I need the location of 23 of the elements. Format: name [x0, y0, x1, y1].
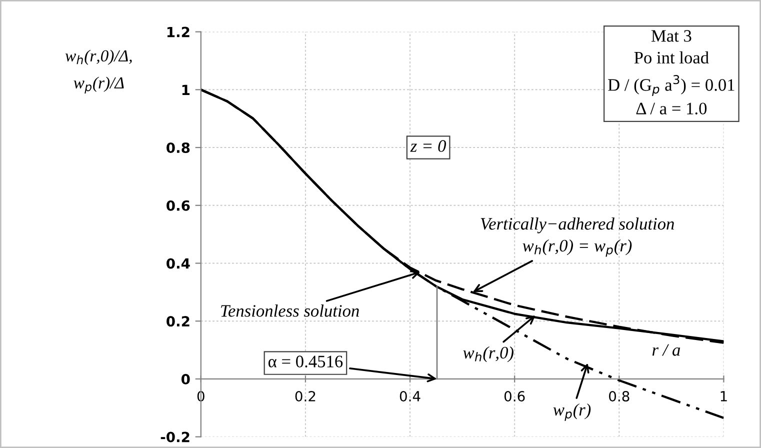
y-tick-label: 0.4 [166, 258, 190, 269]
y-tick-label: 0.6 [166, 200, 190, 211]
y-tick-label: 0.8 [166, 142, 190, 153]
y-tick-label: 0 [181, 374, 190, 384]
x-tick-label: 0.2 [295, 390, 316, 402]
x-tick-label: 0.4 [400, 390, 420, 402]
annotation: Vertically−adhered solution w$_{h}$(r,0) = w$_{p}$(r) [480, 217, 674, 257]
y-axis-title: w$_{h}$(r,0)/Δ, w$_{p}$(r)/Δ [65, 50, 132, 94]
y-tick-label: 1.2 [167, 26, 190, 38]
annotation: α = 0.4516 [268, 356, 343, 368]
y-tick-label: 1 [182, 84, 190, 95]
x-tick-label: 0.6 [504, 390, 525, 402]
annotation: r / a [652, 344, 680, 356]
annotation: w$_{h}$(r,0) [463, 346, 514, 362]
y-tick-label: 0.2 [166, 316, 190, 327]
x-tick-label: 0 [197, 390, 204, 402]
y-tick-label: -0.2 [160, 432, 190, 442]
annotation: Mat 3 Po int load D / (G$_{p}$ a$^{3}$) = 0.01 Δ / a = 1.0 [608, 30, 734, 114]
annotation: Tensionless solution [221, 304, 359, 317]
annotation: z = 0 [410, 140, 446, 152]
x-tick-label: 0.8 [609, 390, 630, 402]
x-tick-label: 1 [720, 391, 727, 402]
annotation: w$_{p}$(r) [553, 403, 591, 421]
